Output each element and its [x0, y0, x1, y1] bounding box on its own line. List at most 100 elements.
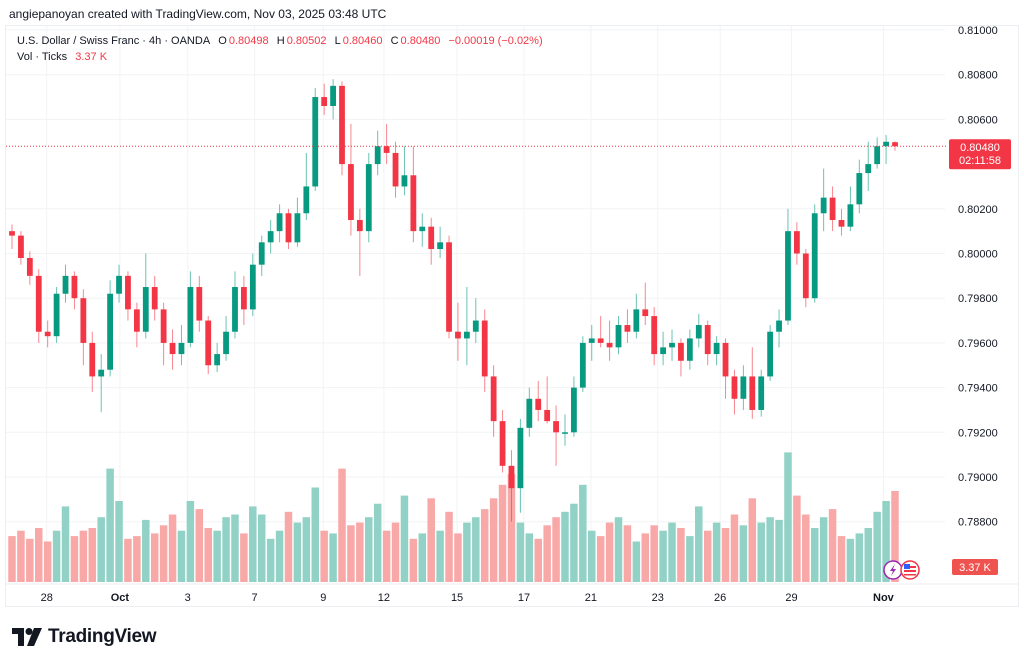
time-axis: 28 Oct 3 7 9 12 15 17 21 23 26 29 Nov: [6, 583, 1018, 604]
candle-body: [98, 369, 105, 377]
high-label: H: [276, 35, 285, 47]
candle-body: [820, 197, 827, 214]
candle-body: [160, 309, 167, 343]
candle-body: [695, 325, 702, 339]
volume-bar: [534, 538, 542, 582]
volume-bar: [159, 525, 168, 582]
volume-tag-label: 3.37 K: [959, 562, 991, 574]
volume-tag: 3.37 K: [952, 559, 998, 575]
volume-bar: [677, 528, 685, 582]
candle-body: [383, 146, 390, 153]
volume-bar: [418, 533, 427, 582]
candle-body: [642, 309, 649, 317]
tradingview-logo-text: TradingView: [48, 626, 157, 647]
candle-body: [321, 97, 328, 106]
candle-body: [793, 231, 800, 254]
volume-bar: [35, 528, 43, 582]
price-axis: 0.81000 0.80800 0.80600 0.80200 0.80000 0.798…: [958, 25, 998, 529]
volume-bar: [561, 511, 569, 582]
us-flag-icon[interactable]: [900, 560, 920, 580]
candle-body: [749, 376, 756, 410]
candle-body: [579, 342, 586, 388]
candlestick-chart[interactable]: 0.81000 0.80800 0.80600 0.80200 0.80000 0.798…: [0, 0, 1024, 610]
candle-body: [562, 432, 568, 434]
volume-bar: [115, 501, 123, 582]
volume-bar: [793, 495, 801, 582]
time-tick-label: 17: [518, 592, 530, 604]
lightning-icon[interactable]: [883, 560, 903, 580]
candle-body: [169, 342, 176, 355]
candle-body: [26, 257, 33, 276]
candle-body: [258, 242, 265, 265]
candle-body: [133, 309, 140, 332]
candle-body: [428, 226, 435, 250]
volume-bar: [168, 514, 177, 582]
candle-body: [847, 204, 854, 227]
volume-bar: [802, 514, 810, 582]
candle-body: [535, 398, 542, 410]
volume-bar: [454, 533, 462, 582]
volume-bar: [266, 538, 275, 582]
candle-body: [35, 275, 42, 332]
volume-bar: [311, 487, 319, 582]
volume-bar: [61, 506, 70, 582]
time-tick-label: 26: [714, 592, 726, 604]
candle-body: [339, 85, 345, 165]
volume-bar: [302, 517, 311, 582]
volume-bar: [70, 536, 79, 582]
candle-body: [588, 338, 595, 343]
candle-body: [249, 264, 256, 310]
candle-body: [463, 331, 470, 339]
candle-body: [553, 421, 559, 433]
candle-body: [62, 275, 69, 294]
volume-bar: [195, 509, 204, 582]
candle-body: [829, 197, 836, 220]
volume-bar: [347, 525, 355, 582]
candle-body: [704, 325, 711, 355]
volume-bar: [329, 533, 337, 582]
candle-body: [276, 213, 283, 232]
volume-bar: [748, 498, 757, 582]
tradingview-logo[interactable]: TradingView: [12, 626, 157, 648]
volume-bar: [365, 517, 373, 582]
candle-body: [437, 242, 444, 250]
candle-body: [53, 293, 60, 337]
candle-body: [223, 331, 229, 355]
candle-body: [802, 253, 809, 299]
volume-bar: [17, 530, 25, 582]
candle-body: [9, 231, 15, 236]
change-value: −0.00019 (−0.02%): [448, 35, 543, 47]
price-tick-label: 0.78800: [958, 517, 998, 529]
candle-body: [107, 293, 114, 370]
volume-bar: [293, 522, 302, 582]
price-tick-label: 0.79200: [958, 427, 998, 439]
symbol-title: U.S. Dollar / Swiss Franc · 4h · OANDA: [17, 35, 211, 47]
volume-bar: [249, 506, 257, 582]
volume-bar: [668, 522, 676, 582]
candle-body: [348, 164, 354, 220]
chart-panel[interactable]: [5, 25, 1019, 607]
volume-bar: [177, 530, 186, 582]
time-tick-label: 21: [585, 592, 597, 604]
volume-bar: [284, 511, 293, 582]
volume-bar: [480, 509, 489, 582]
candle-body: [660, 347, 666, 355]
volume-bar: [213, 530, 221, 582]
time-tick-label: Oct: [111, 592, 130, 604]
volume-bar: [659, 530, 667, 582]
volume-bar: [240, 533, 248, 582]
candle-body: [71, 275, 78, 299]
candle-body: [490, 376, 497, 422]
price-tick-label: 0.79600: [958, 338, 998, 350]
candles: [9, 79, 898, 522]
volume-bar: [775, 519, 783, 582]
volume-bar: [579, 484, 587, 582]
time-tick-label: 15: [451, 592, 463, 604]
candle-body: [508, 465, 515, 489]
candle-body: [365, 164, 372, 232]
candle-body: [758, 376, 765, 410]
volume-bar: [489, 498, 498, 582]
candle-body: [18, 235, 24, 258]
volume-bar: [222, 517, 230, 582]
volume-bar: [570, 503, 578, 582]
